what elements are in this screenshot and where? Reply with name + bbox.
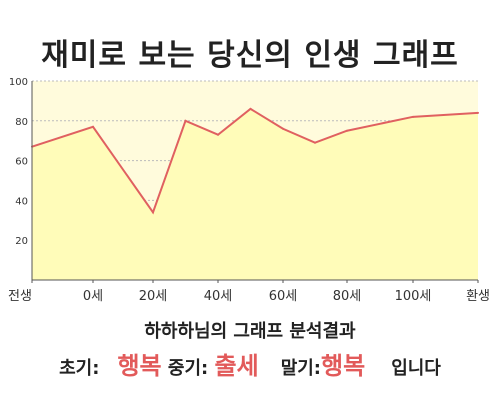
late-label: 말기: — [280, 358, 322, 379]
y-tick-label: 100 — [9, 77, 28, 88]
data-point — [184, 119, 187, 122]
x-tick-label: 40세 — [204, 289, 233, 304]
data-point — [249, 107, 252, 110]
x-tick-label: 전생 — [8, 289, 32, 304]
data-point — [412, 115, 414, 118]
y-tick-label: 80 — [15, 117, 28, 128]
chart-title: 재미로 보는 당신의 인생 그래프 — [41, 38, 459, 73]
y-tick-label: 60 — [15, 157, 28, 168]
x-tick-label: 80세 — [333, 289, 362, 304]
x-tick-label: 환생 — [466, 289, 490, 304]
analysis-result: 초기: 행복 중기: 출세 말기:행복 입니다 — [0, 346, 500, 381]
x-tick-label: 0세 — [83, 289, 103, 304]
late-value: 행복 — [321, 352, 366, 380]
early-value: 행복 — [117, 352, 162, 380]
data-point — [477, 111, 479, 114]
result-ending: 입니다 — [391, 358, 441, 379]
data-point — [217, 133, 219, 136]
x-tick-label: 100세 — [395, 289, 432, 304]
y-tick-label: 40 — [15, 196, 28, 207]
area-fill — [32, 108, 478, 280]
x-tick-label: 60세 — [269, 289, 298, 304]
data-point — [282, 127, 284, 130]
analysis-summary: 하하하님의 그래프 분석결과 — [144, 321, 356, 342]
data-point — [92, 125, 94, 128]
data-point — [346, 129, 348, 132]
x-tick-label: 20세 — [139, 289, 168, 304]
mid-label: 중기: — [167, 358, 209, 379]
y-tick-label: 20 — [15, 236, 28, 247]
data-point — [314, 141, 316, 144]
early-label: 초기: — [59, 358, 100, 379]
mid-value: 출세 — [214, 352, 259, 380]
data-point — [152, 211, 154, 214]
